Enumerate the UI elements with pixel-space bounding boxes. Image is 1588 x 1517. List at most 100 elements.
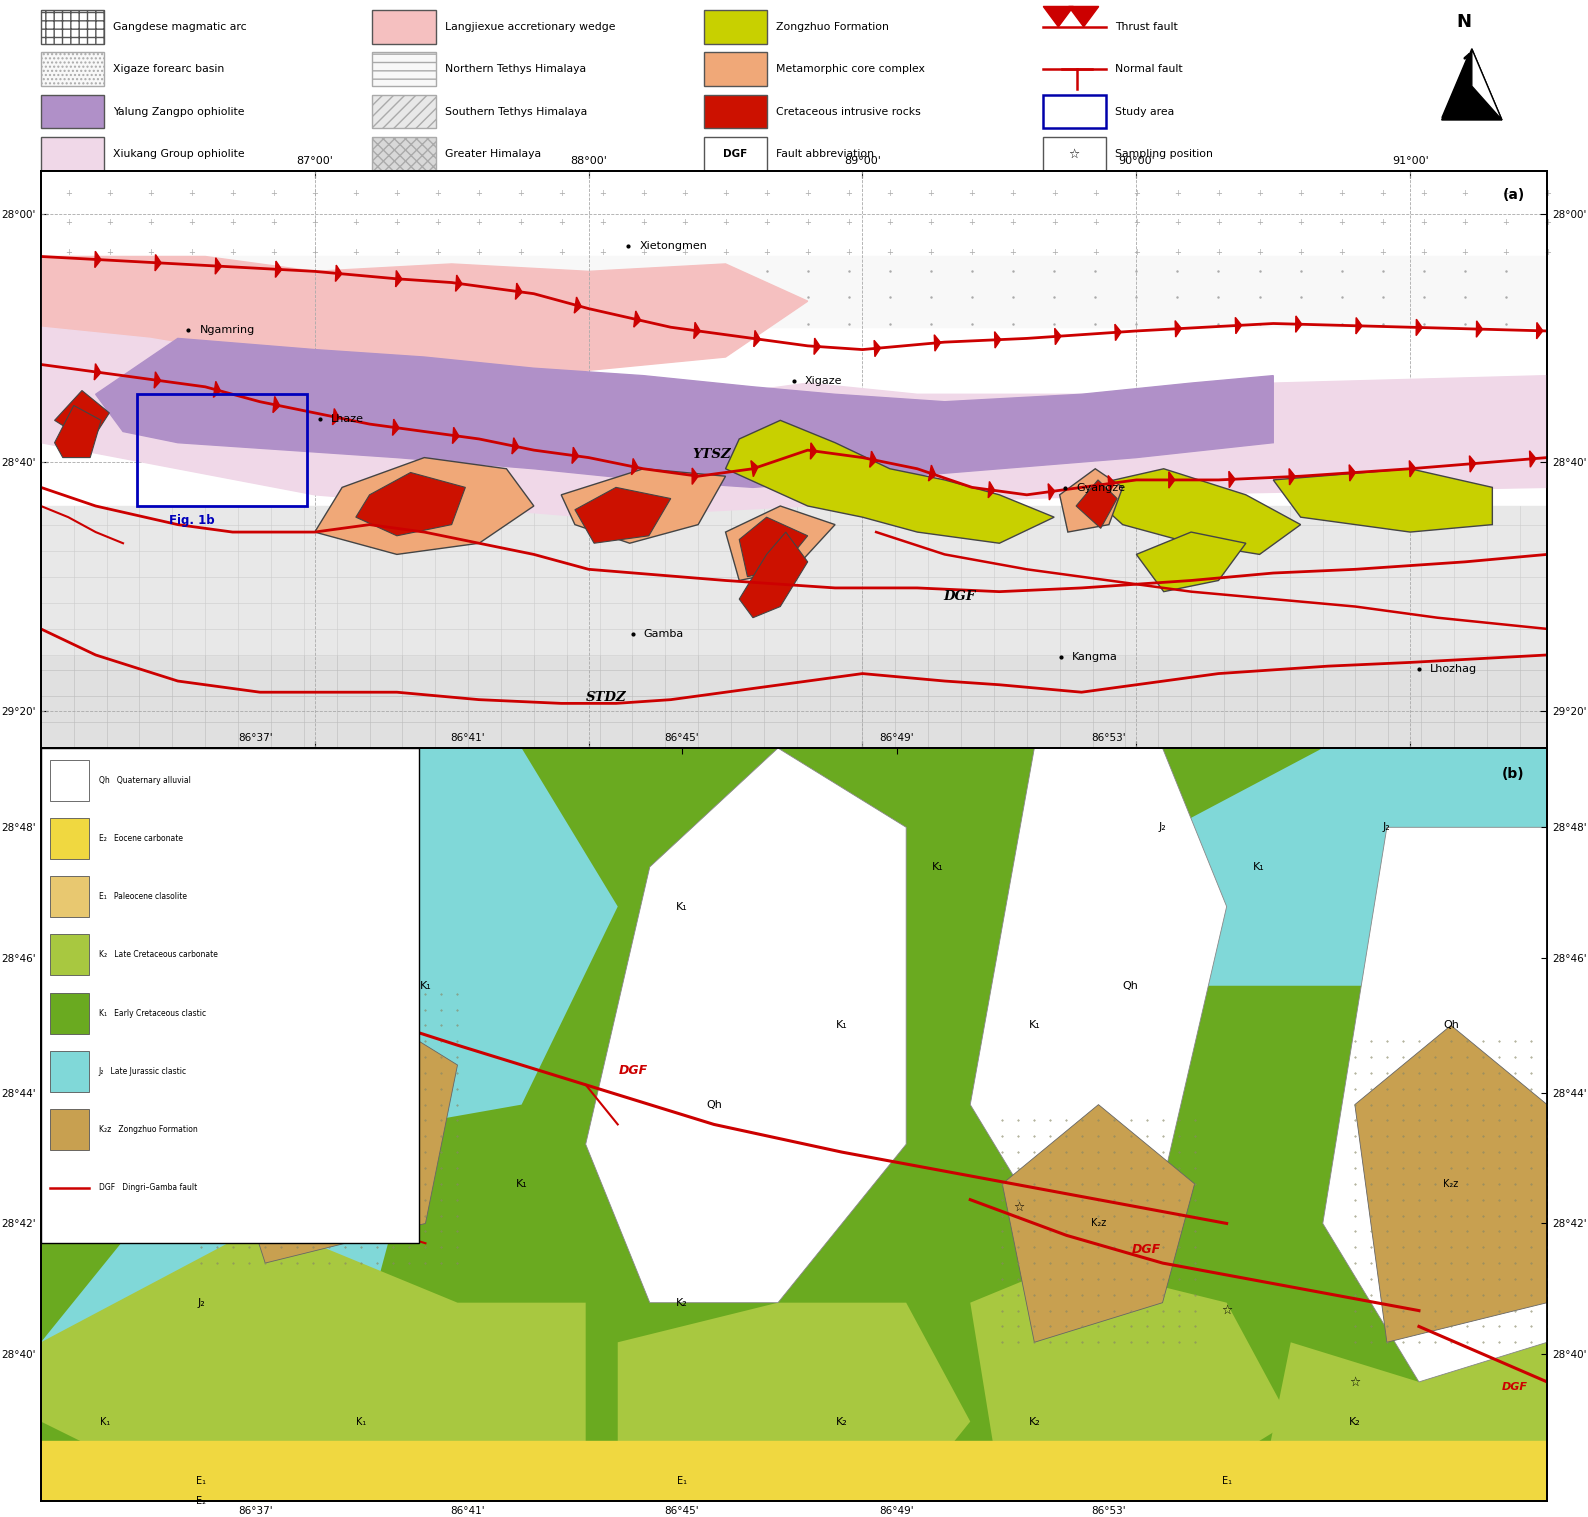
Text: +: + [886, 249, 894, 258]
Polygon shape [216, 258, 221, 275]
Polygon shape [726, 420, 1054, 543]
Text: +: + [599, 188, 605, 197]
Text: +: + [1215, 249, 1221, 258]
Text: DGF   Dingri–Gamba fault: DGF Dingri–Gamba fault [98, 1183, 197, 1192]
Polygon shape [511, 438, 519, 454]
Polygon shape [873, 340, 880, 356]
Text: +: + [311, 188, 318, 197]
Bar [51, 934, 89, 975]
Polygon shape [754, 331, 761, 347]
Text: +: + [229, 218, 237, 228]
Text: +: + [1093, 249, 1099, 258]
Polygon shape [815, 338, 821, 355]
Text: +: + [1010, 188, 1016, 197]
Text: +: + [599, 218, 605, 228]
Polygon shape [1137, 532, 1247, 592]
Text: Qh: Qh [1123, 981, 1139, 991]
Text: Lhaze: Lhaze [330, 414, 364, 425]
Text: +: + [681, 218, 688, 228]
Text: +: + [1461, 249, 1469, 258]
Text: +: + [681, 188, 688, 197]
Bar [51, 877, 89, 916]
Polygon shape [1059, 469, 1123, 532]
Text: J₂: J₂ [262, 822, 268, 833]
Text: +: + [927, 249, 934, 258]
Text: +: + [1174, 218, 1181, 228]
Text: Gyangze: Gyangze [1077, 484, 1126, 493]
Text: Xigaze: Xigaze [805, 376, 843, 385]
Polygon shape [810, 443, 816, 460]
Text: +: + [886, 218, 894, 228]
Polygon shape [1355, 1025, 1547, 1343]
Polygon shape [726, 507, 835, 581]
Bar [372, 52, 435, 86]
Polygon shape [1175, 320, 1181, 337]
Text: J₂: J₂ [102, 822, 110, 833]
Bar [372, 52, 435, 86]
Polygon shape [41, 256, 808, 376]
Text: YTSZ: YTSZ [692, 449, 730, 461]
Text: +: + [1132, 218, 1140, 228]
Text: +: + [65, 218, 71, 228]
Text: Gamba: Gamba [643, 628, 684, 639]
Polygon shape [934, 335, 940, 350]
Text: +: + [1502, 249, 1510, 258]
Polygon shape [94, 364, 100, 379]
Text: K₂: K₂ [1348, 1417, 1361, 1426]
Text: +: + [270, 218, 276, 228]
Bar [51, 1109, 89, 1150]
Text: +: + [187, 218, 195, 228]
Text: +: + [311, 218, 318, 228]
Polygon shape [54, 405, 102, 458]
Bar [703, 137, 767, 171]
Polygon shape [1043, 6, 1073, 27]
Text: +: + [640, 249, 646, 258]
Polygon shape [1081, 469, 1301, 554]
Text: +: + [516, 188, 524, 197]
Text: (b): (b) [1502, 768, 1524, 781]
Text: +: + [845, 188, 853, 197]
Bar [372, 94, 435, 129]
Text: +: + [927, 218, 934, 228]
Polygon shape [1289, 469, 1296, 485]
Text: +: + [804, 218, 811, 228]
Polygon shape [41, 1223, 586, 1500]
Text: K₁: K₁ [1029, 1021, 1040, 1030]
Text: E₁: E₁ [676, 1476, 688, 1487]
Text: +: + [1339, 188, 1345, 197]
Polygon shape [54, 390, 110, 443]
Text: +: + [1544, 218, 1550, 228]
Polygon shape [740, 532, 808, 617]
Text: K₁: K₁ [1253, 862, 1264, 872]
Polygon shape [692, 469, 699, 484]
Text: +: + [270, 249, 276, 258]
Polygon shape [1537, 323, 1544, 338]
Text: Ngamring: Ngamring [200, 325, 254, 335]
Text: E₂: E₂ [195, 1496, 206, 1506]
Polygon shape [929, 466, 935, 481]
Text: K₁: K₁ [356, 1417, 367, 1426]
Text: +: + [845, 218, 853, 228]
Text: DGF: DGF [619, 1063, 648, 1077]
Text: +: + [394, 249, 400, 258]
Text: +: + [1380, 249, 1386, 258]
Text: +: + [1461, 218, 1469, 228]
Text: +: + [476, 249, 483, 258]
Text: E₂   Eocene carbonate: E₂ Eocene carbonate [98, 834, 183, 843]
Text: +: + [435, 188, 441, 197]
Text: +: + [1420, 218, 1428, 228]
Polygon shape [1274, 469, 1493, 532]
Text: +: + [969, 188, 975, 197]
Text: +: + [1051, 188, 1058, 197]
Polygon shape [335, 265, 341, 282]
Text: +: + [1420, 249, 1428, 258]
Text: +: + [476, 218, 483, 228]
Text: +: + [394, 188, 400, 197]
Text: +: + [1380, 218, 1386, 228]
Bar [41, 52, 105, 86]
Text: Sampling position: Sampling position [1115, 149, 1213, 159]
Text: Fault abbreviation: Fault abbreviation [777, 149, 873, 159]
Text: N: N [1456, 12, 1472, 30]
Text: K₂: K₂ [1029, 1417, 1040, 1426]
Polygon shape [1108, 475, 1115, 492]
